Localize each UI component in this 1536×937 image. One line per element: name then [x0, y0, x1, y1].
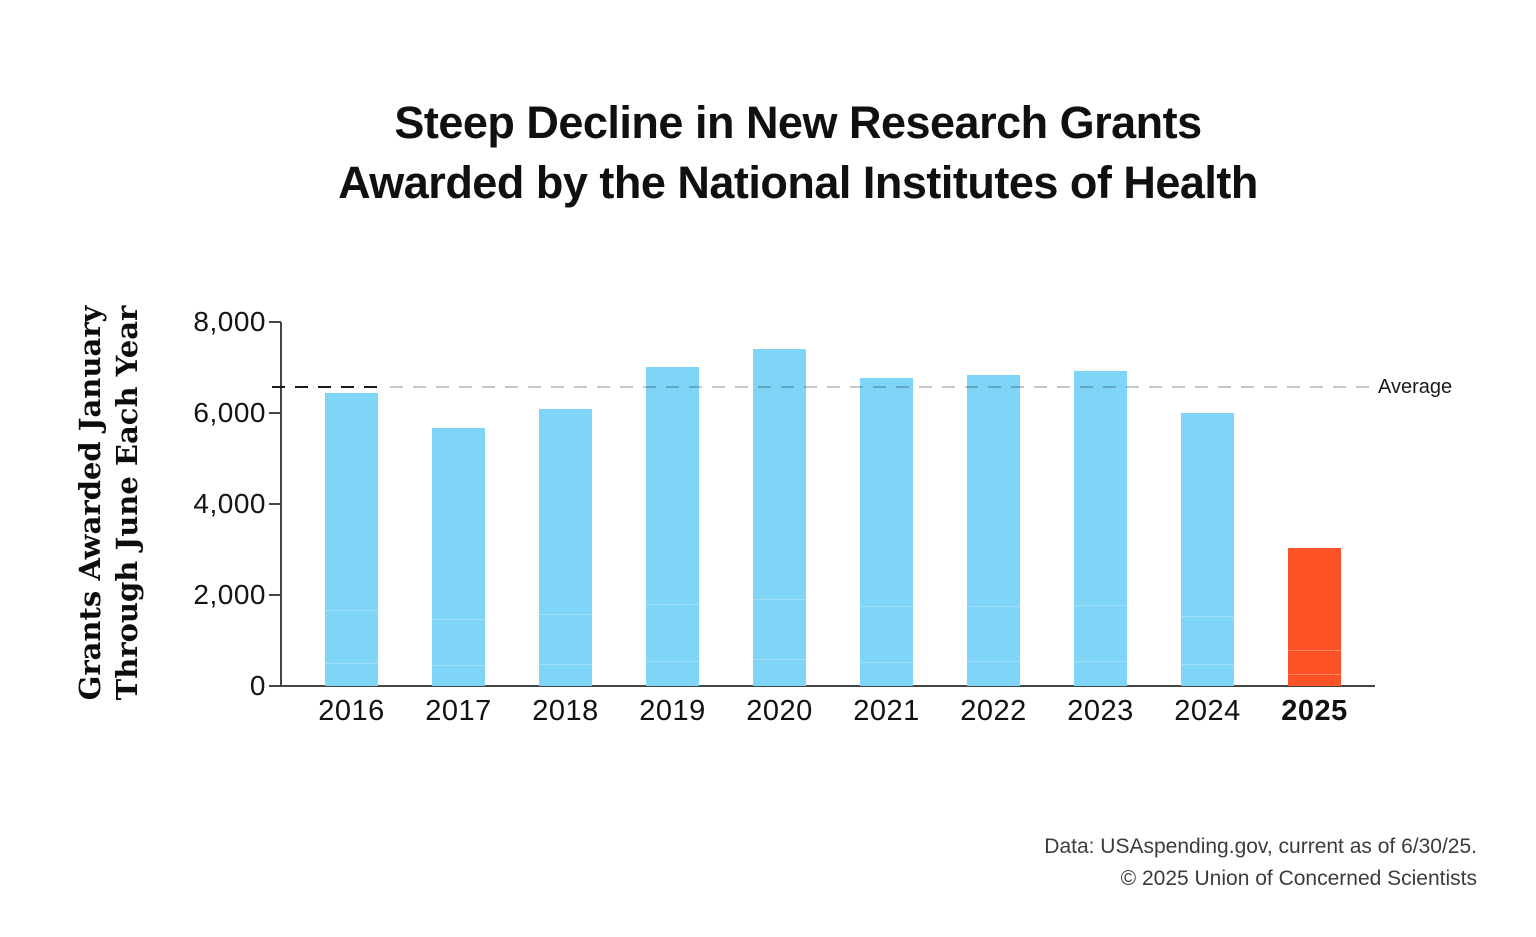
y-tick-label-4,000: 4,000	[193, 488, 266, 519]
y-axis-line	[280, 322, 282, 687]
y-tick-label-2,000: 2,000	[193, 579, 266, 610]
data-source-note: Data: USAspending.gov, current as of 6/3…	[1044, 835, 1477, 858]
copyright-note: © 2025 Union of Concerned Scientists	[1120, 867, 1477, 890]
footer: Data: USAspending.gov, current as of 6/3…	[1044, 831, 1477, 895]
average-line-dark-segment	[272, 386, 384, 389]
bar-2023	[1074, 371, 1127, 686]
y-tick-mark-4,000	[269, 503, 281, 505]
x-tick-label-2025: 2025	[1281, 695, 1348, 727]
bar-2022	[967, 375, 1020, 686]
bar-2019	[646, 367, 699, 686]
x-tick-label-2020: 2020	[746, 695, 813, 727]
x-tick-label-2021: 2021	[853, 695, 920, 727]
y-axis-title-line-2: Through June Each Year	[110, 305, 144, 701]
average-line	[390, 386, 1372, 389]
chart-title-line-1: Steep Decline in New Research Grants	[394, 97, 1202, 148]
x-tick-label-2016: 2016	[318, 695, 385, 727]
y-axis-title: Grants Awarded January Through June Each …	[72, 263, 148, 743]
chart-title-line-2: Awarded by the National Institutes of He…	[338, 157, 1258, 208]
y-tick-mark-2,000	[269, 594, 281, 596]
bar-2021	[860, 377, 913, 686]
y-tick-label-8,000: 8,000	[193, 306, 266, 337]
y-tick-label-6,000: 6,000	[193, 397, 266, 428]
x-tick-label-2019: 2019	[639, 695, 706, 727]
bar-2017	[432, 428, 485, 686]
bar-2020	[753, 349, 806, 686]
y-tick-mark-6,000	[269, 412, 281, 414]
x-axis-line	[280, 685, 1375, 687]
bar-2025	[1288, 547, 1341, 686]
average-label: Average	[1378, 376, 1453, 399]
y-tick-label-0: 0	[249, 670, 266, 701]
x-tick-label-2017: 2017	[425, 695, 492, 727]
x-tick-label-2023: 2023	[1067, 695, 1134, 727]
bar-2024	[1181, 413, 1234, 686]
x-tick-label-2018: 2018	[532, 695, 599, 727]
bar-2018	[539, 409, 592, 686]
y-tick-mark-0	[269, 685, 281, 687]
x-tick-label-2022: 2022	[960, 695, 1027, 727]
y-tick-mark-8,000	[269, 321, 281, 323]
y-axis-title-line-1: Grants Awarded January	[73, 305, 107, 701]
x-tick-label-2024: 2024	[1174, 695, 1241, 727]
bar-2016	[325, 393, 378, 686]
chart-title: Steep Decline in New Research Grants Awar…	[30, 93, 1536, 213]
